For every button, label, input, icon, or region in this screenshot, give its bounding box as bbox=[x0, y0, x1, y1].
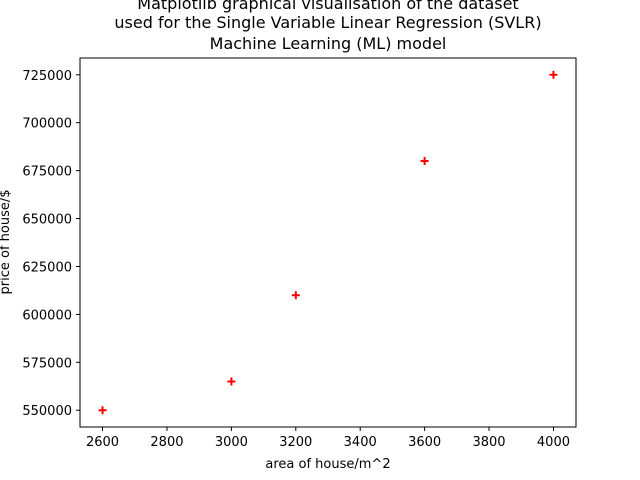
y-tick-label: 725000 bbox=[22, 69, 72, 84]
data-point bbox=[420, 157, 429, 166]
y-tick-label: 625000 bbox=[22, 260, 72, 275]
y-tick-label: 700000 bbox=[22, 117, 72, 132]
axis-ticks: 2600 2800 3000 3200 3400 3600 3800 4000 550000 57… bbox=[22, 69, 570, 450]
y-tick-label: 600000 bbox=[22, 308, 72, 323]
x-tick-label: 3200 bbox=[279, 435, 312, 450]
x-axis-label: area of house/m^2 bbox=[265, 457, 390, 472]
data-points bbox=[98, 70, 558, 415]
data-point bbox=[98, 406, 107, 415]
x-tick-label: 3600 bbox=[408, 435, 441, 450]
y-tick-label: 650000 bbox=[22, 213, 72, 228]
chart-title-line-1: Matplotlib graphical visualisation of th… bbox=[137, 0, 518, 13]
chart-title-line-3: Machine Learning (ML) model bbox=[210, 34, 447, 53]
data-point bbox=[549, 70, 558, 79]
chart-title-line-2: used for the Single Variable Linear Regr… bbox=[114, 13, 541, 32]
y-axis-label: price of house/$ bbox=[0, 189, 13, 294]
data-point bbox=[291, 291, 300, 300]
plot-frame bbox=[79, 57, 577, 428]
data-point bbox=[227, 377, 236, 386]
y-tick-label: 550000 bbox=[22, 404, 72, 419]
x-tick-label: 2800 bbox=[150, 435, 183, 450]
x-tick-label: 3400 bbox=[344, 435, 377, 450]
x-tick-label: 4000 bbox=[537, 435, 570, 450]
x-tick-label: 3800 bbox=[472, 435, 505, 450]
x-tick-label: 3000 bbox=[215, 435, 248, 450]
y-tick-label: 675000 bbox=[22, 165, 72, 180]
x-tick-label: 2600 bbox=[86, 435, 119, 450]
chart-title: Matplotlib graphical visualisation of th… bbox=[114, 0, 541, 53]
y-tick-label: 575000 bbox=[22, 356, 72, 371]
